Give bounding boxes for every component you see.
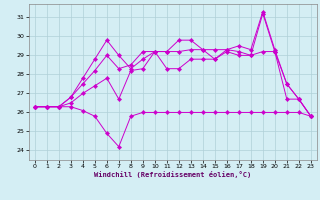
X-axis label: Windchill (Refroidissement éolien,°C): Windchill (Refroidissement éolien,°C) (94, 171, 252, 178)
